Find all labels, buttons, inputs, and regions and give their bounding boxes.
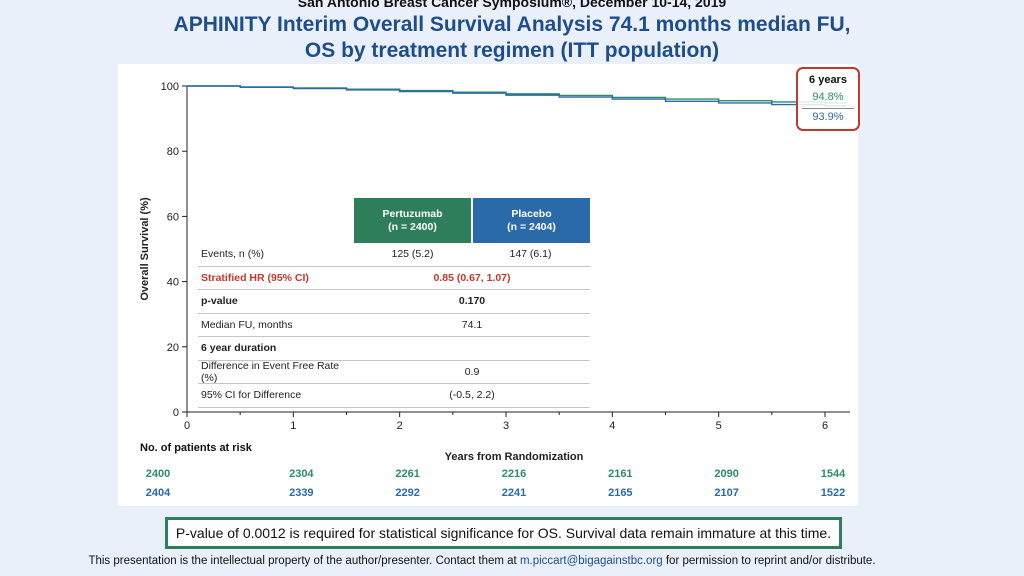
row-value-pertuzumab: 125 (5.2) [391, 248, 434, 261]
callout-title: 6 years [809, 74, 847, 86]
callout-value-placebo: 93.9% [802, 108, 854, 123]
contact-email-link[interactable]: m.piccart@bigagainstbc.org [519, 555, 663, 567]
at-risk-value: 2404 [146, 487, 171, 499]
row-label: Events, n (%) [201, 248, 265, 261]
at-risk-value: 1522 [821, 487, 845, 499]
pertuzumab-n: (n = 2400) [388, 220, 437, 233]
footer-after: for permission to reprint and/or distrib… [662, 555, 876, 567]
x-tick-label: 4 [609, 420, 615, 432]
title-line-1: APHINITY Interim Overall Survival Analys… [173, 13, 851, 36]
y-tick-label: 100 [161, 81, 179, 93]
table-row: Events, n (%) 125 (5.2) 147 (6.1) [198, 243, 590, 267]
at-risk-value: 2161 [608, 468, 632, 480]
at-risk-value: 2216 [502, 468, 526, 480]
conference-line: San Antonio Breast Cancer Symposium®, De… [297, 0, 727, 10]
row-label: Median FU, months [201, 318, 293, 331]
row-value: (-0.5, 2.2) [449, 389, 495, 402]
x-tick-label: 0 [184, 420, 190, 432]
row-value: 0.85 (0.67, 1.07) [433, 271, 511, 284]
survival-curve-1 [187, 85, 847, 107]
y-tick-label: 0 [173, 407, 179, 419]
row-value: 0.170 [458, 295, 486, 308]
y-tick-label: 40 [167, 277, 179, 289]
table-row: p-value 0.170 [198, 290, 590, 314]
at-risk-value: 2304 [289, 468, 314, 480]
x-tick-label: 6 [822, 420, 828, 432]
table-row: Difference in Event Free Rate (%) 0.9 [198, 359, 590, 384]
six-year-callout: 6 years 94.8% 93.9% [796, 67, 860, 131]
y-tick-label: 60 [167, 211, 179, 223]
at-risk-label: No. of patients at risk [140, 442, 253, 454]
at-risk-value: 2400 [146, 468, 170, 480]
at-risk-value: 2261 [395, 468, 419, 480]
at-risk-value: 2241 [502, 487, 526, 499]
row-label: 6 year duration [201, 342, 277, 355]
table-header-row: Pertuzumab (n = 2400) Placebo (n = 2404) [198, 198, 590, 243]
significance-note: P-value of 0.0012 is required for statis… [165, 517, 842, 549]
footer-before: This presentation is the intellectual pr… [88, 555, 520, 567]
y-axis-label: Overall Survival (%) [139, 197, 151, 301]
placebo-name: Placebo [511, 207, 552, 220]
x-axis-label: Years from Randomization [445, 451, 584, 463]
table-row: Stratified HR (95% CI) 0.85 (0.67, 1.07) [198, 267, 590, 290]
placebo-header: Placebo (n = 2404) [473, 198, 590, 243]
placebo-n: (n = 2404) [507, 220, 556, 233]
slide-title: APHINITY Interim Overall Survival Analys… [0, 12, 1024, 64]
at-risk-value: 2165 [608, 487, 632, 499]
row-value-placebo: 147 (6.1) [509, 248, 552, 261]
results-table: Pertuzumab (n = 2400) Placebo (n = 2404)… [198, 198, 590, 408]
at-risk-value: 2090 [714, 468, 738, 480]
at-risk-value: 2339 [289, 487, 313, 499]
table-header-blank [198, 198, 354, 243]
row-label: 95% CI for Difference [201, 389, 302, 402]
y-tick-label: 20 [167, 342, 179, 354]
table-row: 6 year duration [198, 337, 590, 361]
y-tick-label: 80 [167, 146, 179, 158]
pertuzumab-header: Pertuzumab (n = 2400) [354, 198, 471, 243]
row-label: p-value [201, 295, 238, 308]
at-risk-value: 1544 [821, 468, 846, 480]
title-line-2: OS by treatment regimen (ITT population) [304, 39, 720, 62]
table-row: 95% CI for Difference (-0.5, 2.2) [198, 384, 590, 408]
x-tick-label: 2 [397, 420, 403, 432]
chart-panel [118, 64, 858, 506]
row-label: Stratified HR (95% CI) [201, 271, 309, 284]
row-value: 74.1 [461, 318, 483, 331]
footer-text: This presentation is the intellectual pr… [0, 555, 964, 567]
pertuzumab-name: Pertuzumab [382, 207, 443, 220]
callout-value-pertuzumab: 94.8% [812, 91, 844, 103]
row-label: Difference in Event Free Rate (%) [201, 359, 340, 384]
x-tick-label: 1 [290, 420, 296, 432]
x-tick-label: 5 [716, 420, 722, 432]
row-value: 0.9 [464, 365, 480, 378]
x-tick-label: 3 [503, 420, 509, 432]
table-row: Median FU, months 74.1 [198, 314, 590, 337]
at-risk-value: 2292 [395, 487, 419, 499]
at-risk-value: 2107 [714, 487, 738, 499]
